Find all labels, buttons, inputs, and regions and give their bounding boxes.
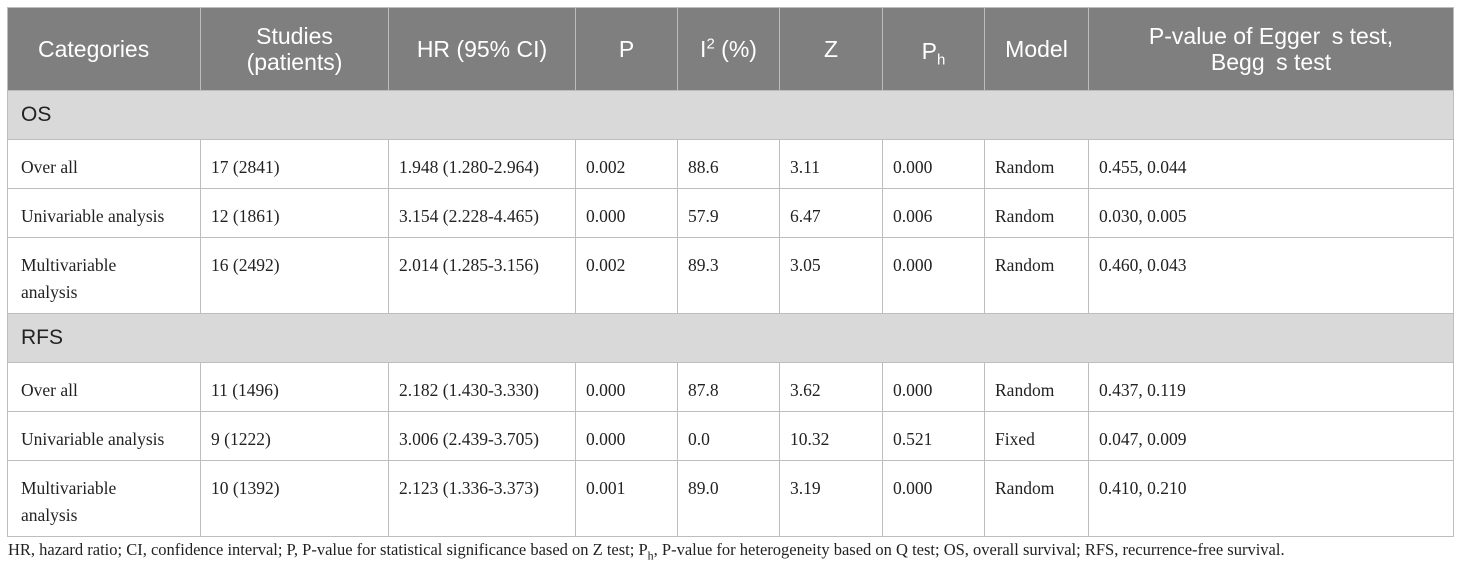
table-row: Over all 11 (1496) 2.182 (1.430-3.330) 0… [7,362,1454,412]
header-ph: Ph [882,7,985,91]
cell-model: Random [984,460,1089,537]
cell-z: 10.32 [779,411,883,461]
table-row: Multivariable analysis 10 (1392) 2.123 (1… [7,460,1454,537]
header-model: Model [984,7,1089,91]
cell-z: 6.47 [779,188,883,238]
cell-i2: 89.0 [677,460,780,537]
cell-egger-begg: 0.047, 0.009 [1088,411,1454,461]
header-categories: Categories [7,7,201,91]
cell-p: 0.002 [575,139,678,189]
cell-studies: 17 (2841) [200,139,389,189]
cell-hr: 2.123 (1.336-3.373) [388,460,576,537]
table-row: Univariable analysis 9 (1222) 3.006 (2.4… [7,411,1454,461]
cell-z: 3.62 [779,362,883,412]
section-row-rfs: RFS [7,313,1454,363]
table-row: Univariable analysis 12 (1861) 3.154 (2.… [7,188,1454,238]
cell-egger-begg: 0.030, 0.005 [1088,188,1454,238]
header-studies: Studies (patients) [200,7,389,91]
table-row: Over all 17 (2841) 1.948 (1.280-2.964) 0… [7,139,1454,189]
cell-hr: 3.154 (2.228-4.465) [388,188,576,238]
cell-ph: 0.000 [882,362,985,412]
cell-i2: 89.3 [677,237,780,314]
cell-category: Over all [7,362,201,412]
section-label: OS [7,90,1454,140]
header-z: Z [779,7,883,91]
table-row: Multivariable analysis 16 (2492) 2.014 (1… [7,237,1454,314]
cell-model: Random [984,188,1089,238]
cell-category: Multivariable analysis [7,460,201,537]
cell-p: 0.000 [575,411,678,461]
cell-p: 0.000 [575,362,678,412]
cell-p: 0.000 [575,188,678,238]
cell-egger-begg: 0.455, 0.044 [1088,139,1454,189]
cell-p: 0.002 [575,237,678,314]
cell-category: Univariable analysis [7,188,201,238]
cell-model: Random [984,362,1089,412]
section-label: RFS [7,313,1454,363]
results-table-container: Categories Studies (patients) HR (95% CI)… [7,7,1454,537]
cell-category: Over all [7,139,201,189]
cell-i2: 87.8 [677,362,780,412]
cell-model: Fixed [984,411,1089,461]
header-row: Categories Studies (patients) HR (95% CI)… [7,7,1454,91]
cell-hr: 3.006 (2.439-3.705) [388,411,576,461]
cell-studies: 11 (1496) [200,362,389,412]
cell-i2: 57.9 [677,188,780,238]
cell-hr: 2.014 (1.285-3.156) [388,237,576,314]
cell-ph: 0.006 [882,188,985,238]
cell-studies: 10 (1392) [200,460,389,537]
cell-category: Multivariable analysis [7,237,201,314]
cell-ph: 0.000 [882,237,985,314]
section-row-os: OS [7,90,1454,140]
header-i2: I2 (%) [677,7,780,91]
header-egger-begg: P-value of Egger s test, Begg s test [1088,7,1454,91]
cell-egger-begg: 0.437, 0.119 [1088,362,1454,412]
cell-p: 0.001 [575,460,678,537]
cell-ph: 0.000 [882,460,985,537]
header-hr: HR (95% CI) [388,7,576,91]
cell-z: 3.05 [779,237,883,314]
cell-i2: 0.0 [677,411,780,461]
meta-analysis-table: Categories Studies (patients) HR (95% CI)… [7,7,1454,537]
cell-z: 3.19 [779,460,883,537]
cell-studies: 12 (1861) [200,188,389,238]
cell-ph: 0.000 [882,139,985,189]
cell-studies: 9 (1222) [200,411,389,461]
cell-hr: 1.948 (1.280-2.964) [388,139,576,189]
cell-hr: 2.182 (1.430-3.330) [388,362,576,412]
cell-i2: 88.6 [677,139,780,189]
cell-category: Univariable analysis [7,411,201,461]
cell-z: 3.11 [779,139,883,189]
cell-model: Random [984,237,1089,314]
cell-egger-begg: 0.410, 0.210 [1088,460,1454,537]
cell-ph: 0.521 [882,411,985,461]
header-p: P [575,7,678,91]
table-footnote: HR, hazard ratio; CI, confidence interva… [8,540,1285,563]
cell-egger-begg: 0.460, 0.043 [1088,237,1454,314]
cell-model: Random [984,139,1089,189]
cell-studies: 16 (2492) [200,237,389,314]
